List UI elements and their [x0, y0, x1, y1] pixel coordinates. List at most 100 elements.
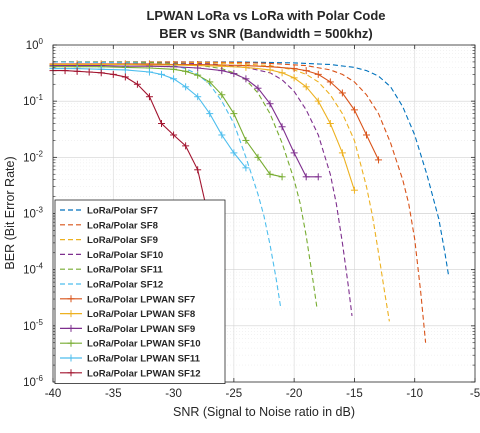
- data-point-marker: [302, 173, 310, 181]
- data-point-marker: [158, 70, 166, 78]
- data-point-marker: [121, 73, 129, 81]
- data-point-marker: [302, 67, 310, 75]
- data-point-marker: [254, 84, 262, 92]
- data-point-marker: [314, 70, 322, 78]
- y-tick-label: 10-3: [23, 206, 43, 221]
- data-point-marker: [278, 123, 286, 131]
- legend-label: LoRa/Polar SF9: [87, 235, 158, 246]
- legend-label: LoRa/Polar SF8: [87, 220, 159, 231]
- data-point-marker: [350, 186, 358, 194]
- data-point-marker: [278, 173, 286, 181]
- legend-entry: LoRa/Polar LPWAN SF10: [60, 339, 201, 350]
- data-point-marker: [182, 142, 190, 150]
- data-point-marker: [218, 67, 226, 75]
- data-point-marker: [170, 75, 178, 83]
- legend-entry: LoRa/Polar SF12: [60, 280, 163, 291]
- series-line: [53, 65, 319, 178]
- data-point-marker: [290, 65, 298, 73]
- data-point-marker: [85, 68, 93, 76]
- data-point-marker: [314, 173, 322, 181]
- data-point-marker: [375, 156, 383, 164]
- data-point-marker: [194, 71, 202, 79]
- data-point-marker: [242, 63, 250, 71]
- series-line: [52, 61, 282, 309]
- minor-grid: [53, 47, 475, 366]
- data-point-marker: [326, 120, 334, 128]
- x-tick-label: -5: [470, 388, 480, 400]
- data-point-marker: [350, 106, 358, 114]
- legend-label: LoRa/Polar SF11: [87, 265, 163, 276]
- x-tick-label: -35: [105, 388, 122, 400]
- legend-entry: LoRa/Polar SF11: [60, 265, 163, 276]
- y-axis-label: BER (Bit Error Rate): [3, 156, 17, 269]
- plot-area: [49, 44, 476, 383]
- data-point-marker: [133, 80, 141, 88]
- x-tick-labels: -40 -35 -30 -25 -20 -15 -10 -5: [45, 388, 480, 400]
- data-point-marker: [194, 64, 202, 72]
- chart-title-line-1: LPWAN LoRa vs LoRa with Polar Code: [146, 8, 385, 23]
- x-tick-label: -30: [165, 388, 182, 400]
- data-point-marker: [218, 91, 226, 99]
- data-point-marker: [242, 136, 250, 144]
- legend-entry: LoRa/Polar LPWAN SF8: [60, 309, 196, 320]
- y-tick-label: 10-5: [23, 318, 43, 333]
- y-tick-label: 10-1: [23, 93, 43, 108]
- series-2: [53, 61, 427, 343]
- x-tick-label: -15: [346, 388, 363, 400]
- data-point-marker: [194, 93, 202, 101]
- legend-label: LoRa/Polar SF7: [87, 206, 158, 217]
- legend-label: LoRa/Polar LPWAN SF7: [87, 294, 195, 305]
- series-layer: [49, 60, 450, 343]
- data-point-marker: [338, 149, 346, 157]
- data-point-marker: [302, 83, 310, 91]
- data-point-marker: [194, 166, 202, 174]
- data-point-marker: [230, 70, 238, 78]
- data-point-marker: [290, 149, 298, 157]
- data-point-marker: [242, 75, 250, 83]
- data-point-marker: [230, 149, 238, 157]
- y-tick-labels: 10-6 10-5 10-4 10-3 10-2 10-1 100: [23, 37, 43, 389]
- data-point-marker: [314, 97, 322, 105]
- data-point-marker: [121, 66, 129, 74]
- x-tick-label: -10: [406, 388, 423, 400]
- legend-entry: LoRa/Polar SF7: [60, 206, 158, 217]
- chart-title: LPWAN LoRa vs LoRa with Polar Code BER v…: [146, 8, 385, 41]
- series-8: [49, 60, 358, 194]
- data-point-marker: [170, 65, 178, 73]
- legend-label: LoRa/Polar LPWAN SF10: [87, 339, 201, 350]
- data-point-marker: [145, 68, 153, 76]
- series-line: [53, 61, 427, 343]
- data-point-marker: [290, 74, 298, 82]
- data-point-marker: [338, 89, 346, 97]
- data-point-marker: [266, 66, 274, 74]
- series-line: [53, 61, 450, 276]
- data-point-marker: [182, 67, 190, 75]
- data-point-marker: [206, 78, 214, 86]
- legend-label: LoRa/Polar SF12: [87, 280, 163, 291]
- legend-entry: LoRa/Polar LPWAN SF12: [60, 368, 201, 379]
- legend-label: LoRa/Polar SF10: [87, 250, 163, 261]
- data-point-marker: [218, 131, 226, 139]
- legend-entry: LoRa/Polar SF10: [60, 250, 163, 261]
- legend-label: LoRa/Polar LPWAN SF9: [87, 324, 195, 335]
- series-6: [52, 61, 282, 309]
- data-point-marker: [145, 93, 153, 101]
- data-point-marker: [266, 170, 274, 178]
- data-point-marker: [73, 67, 81, 75]
- data-point-marker: [254, 153, 262, 161]
- x-tick-label: -40: [45, 388, 62, 400]
- data-point-marker: [109, 70, 117, 78]
- legend-entry: LoRa/Polar LPWAN SF7: [60, 294, 195, 305]
- legend-entry: LoRa/Polar SF8: [60, 220, 159, 231]
- series-line: [53, 63, 379, 161]
- data-point-marker: [266, 100, 274, 108]
- legend-label: LoRa/Polar LPWAN SF12: [87, 368, 201, 379]
- data-point-marker: [362, 131, 370, 139]
- legend-label: LoRa/Polar LPWAN SF11: [87, 354, 201, 365]
- y-tick-label: 10-2: [23, 149, 43, 164]
- chart-title-line-2: BER vs SNR (Bandwidth = 500khz): [159, 26, 372, 41]
- data-point-marker: [158, 120, 166, 128]
- data-point-marker: [326, 78, 334, 86]
